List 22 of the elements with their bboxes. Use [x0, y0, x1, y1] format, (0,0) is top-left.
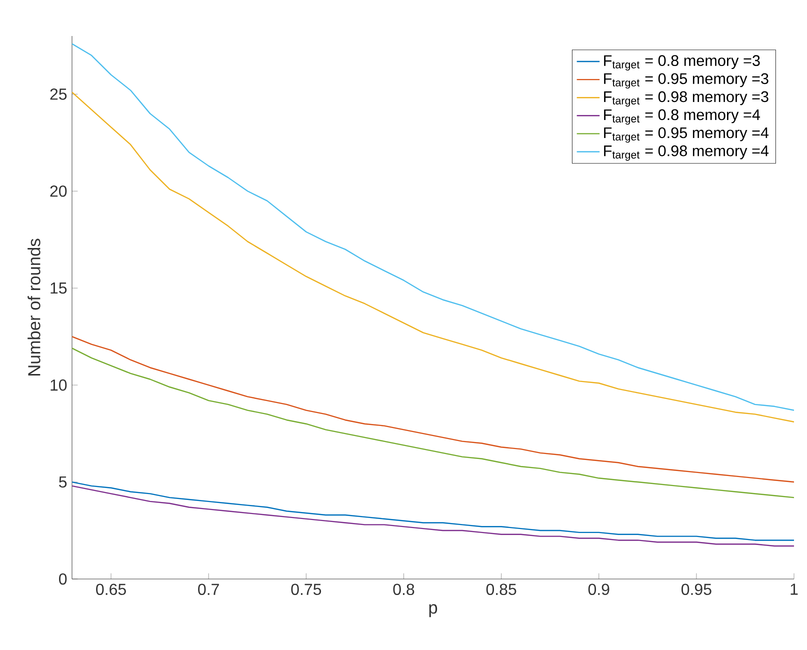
legend-label: F$_{target}$ = 0.8 memory =4: [604, 109, 760, 125]
y-tick-label: 0: [59, 573, 67, 585]
x-tick-label: 0.75: [291, 584, 322, 596]
x-tick-label: 0.85: [486, 584, 516, 596]
legend-label: F$_{target}$ = 0.8 memory =3: [604, 55, 760, 70]
y-tick-label: 5: [59, 476, 67, 488]
legend-label: F$_{target}$ = 0.95 memory =3: [604, 73, 768, 89]
y-axis-title: Number of rounds: [28, 238, 40, 376]
x-tick-label: 0.65: [96, 584, 126, 596]
x-tick-label: 1: [790, 584, 798, 595]
x-axis-title: p: [429, 604, 438, 618]
legend-label: F$_{target}$ = 0.98 memory =4: [604, 145, 769, 161]
x-tick-label: 0.8: [393, 584, 414, 596]
legend-label: F$_{target}$ = 0.98 memory =3: [604, 91, 768, 107]
y-tick-label: 15: [50, 282, 67, 294]
legend-label: F$_{target}$ = 0.95 memory =4: [604, 127, 769, 143]
x-tick-label: 0.9: [588, 584, 610, 596]
y-tick-label: 25: [50, 88, 67, 100]
x-tick-label: 0.7: [198, 584, 219, 596]
y-tick-label: 20: [50, 185, 67, 197]
y-tick-label: 10: [50, 379, 67, 391]
x-tick-label: 0.95: [681, 584, 712, 596]
